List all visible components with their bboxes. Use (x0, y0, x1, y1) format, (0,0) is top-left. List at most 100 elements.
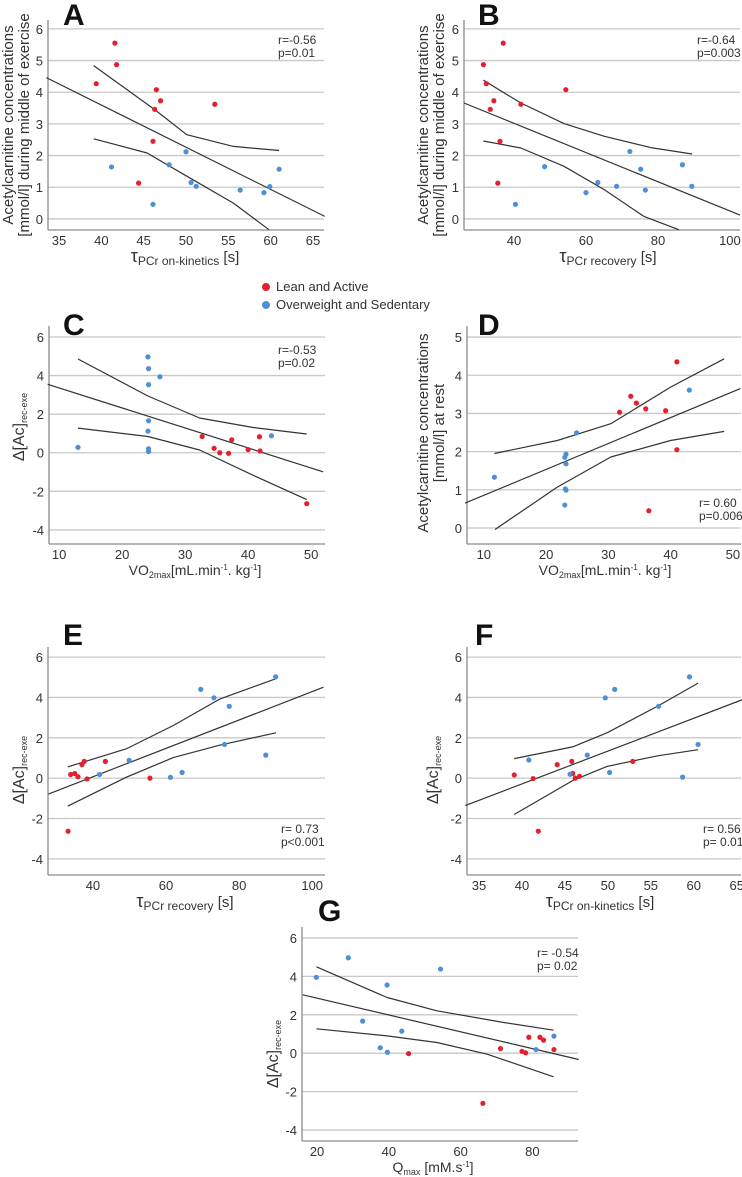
x-tick-label: 50 (726, 547, 740, 562)
x-axis-label-b: τPCr recovery [s] (559, 247, 656, 267)
x-tick-label: 60 (453, 1144, 467, 1159)
stats-a: r=-0.56 p=0.01 (278, 34, 316, 60)
p-value: p=0.01 (278, 46, 316, 60)
point-lean-active (304, 501, 310, 507)
point-lean-active (643, 406, 649, 412)
label-subscript: PCr on-kinetics (137, 254, 220, 268)
point-lean-active (158, 98, 164, 104)
label-subscript: rec-exe (19, 392, 29, 423)
label-text: VO (538, 562, 559, 578)
y-tick-label: 4 (36, 85, 43, 100)
point-lean-active (135, 180, 142, 186)
label-superscript: -1 (630, 563, 638, 572)
y-tick-label: 2 (290, 1008, 297, 1023)
point-overweight-sedentary (638, 166, 644, 172)
point-overweight-sedentary (188, 179, 194, 186)
y-tick-label: -4 (32, 523, 44, 538)
ci-lower-curve (483, 140, 680, 231)
x-tick-label: 60 (263, 233, 277, 248)
point-lean-active (518, 101, 524, 107)
point-overweight-sedentary (437, 966, 444, 972)
point-overweight-sedentary (167, 774, 174, 780)
y-tick-label: -2 (450, 812, 462, 827)
y-tick-label: 2 (452, 149, 459, 164)
point-overweight-sedentary (655, 703, 662, 709)
point-overweight-sedentary (267, 184, 273, 190)
y-tick-label: 4 (37, 369, 44, 384)
y-axis-label-e: Δ[Ac]rec-exe (11, 736, 29, 804)
panel-letter-b: B (478, 0, 500, 32)
x-tick-label: 60 (159, 878, 173, 893)
r-value: r= 0.60 (699, 496, 737, 510)
panel-letter-d: D (478, 309, 500, 342)
x-tick-label: 80 (232, 878, 246, 893)
point-lean-active (630, 758, 636, 765)
point-overweight-sedentary (686, 387, 692, 393)
x-axis-label-f: τPCr on-kinetics [s] (546, 892, 655, 912)
x-tick-label: 100 (719, 233, 741, 248)
ci-lower-curve (513, 749, 699, 816)
point-overweight-sedentary (526, 757, 532, 763)
ci-lower-curve (494, 430, 725, 530)
point-overweight-sedentary (377, 1045, 383, 1051)
x-tick-label: 35 (472, 878, 486, 893)
regression-line (465, 699, 742, 807)
legend-label-overweight: Overweight and Sedentary (276, 297, 430, 312)
point-lean-active (633, 400, 639, 406)
regression-line (46, 77, 326, 217)
x-tick-label: 65 (729, 878, 742, 893)
panel-b: 0 1 2 3 4 5 6 40 60 80 100 (452, 20, 741, 248)
label-text: [s] (213, 894, 234, 911)
y-tick-label: -2 (32, 484, 44, 499)
x-tick-label: 35 (52, 233, 66, 248)
ci-upper-curve (514, 682, 699, 760)
x-tick-label: 60 (687, 878, 701, 893)
point-overweight-sedentary (533, 1046, 539, 1053)
y-tick-label: 3 (36, 117, 43, 132)
p-value: p= 0.02 (537, 959, 578, 973)
point-lean-active (199, 433, 205, 440)
y-tick-label: 5 (36, 54, 43, 69)
y-tick-label: 3 (452, 117, 459, 132)
point-lean-active (245, 447, 251, 453)
p-value: p<0.001 (281, 835, 325, 849)
point-lean-active (535, 828, 541, 834)
point-overweight-sedentary (183, 149, 189, 155)
label-text: Q (392, 1159, 404, 1175)
point-overweight-sedentary (75, 444, 81, 450)
point-lean-active (72, 770, 78, 777)
x-tick-label: 40 (94, 233, 108, 248)
y-axis-label-line: Acetylcarnitine concentrations (0, 25, 17, 225)
label-text: [s] (634, 894, 655, 911)
label-superscript: -1 (220, 563, 228, 572)
legend-item-lean: Lean and Active (262, 279, 369, 294)
y-tick-label: 0 (37, 446, 44, 461)
point-lean-active (526, 1034, 532, 1040)
y-axis-label-f: Δ[Ac]rec-exe (425, 736, 443, 804)
r-value: r=-0.64 (697, 33, 736, 47)
y-tick-label: 4 (452, 85, 459, 100)
x-axis-label-d: VO2max[mL.min-1. kg-1] (538, 562, 672, 581)
ci-upper-curve (93, 65, 280, 152)
point-overweight-sedentary (157, 374, 163, 380)
x-tick-label: 55 (221, 233, 235, 248)
y-tick-label: 2 (455, 445, 462, 460)
point-overweight-sedentary (150, 201, 156, 207)
label-text: [s] (219, 249, 240, 266)
x-axis-label-g: Qmax [mM.s-1] (393, 1160, 474, 1177)
point-overweight-sedentary (237, 187, 243, 193)
label-text: . kg (227, 562, 251, 578)
y-axis-label-c: Δ[Ac]rec-exe (11, 393, 29, 461)
point-lean-active (225, 450, 232, 456)
point-lean-active (211, 445, 217, 451)
y-axis-label-line: [mmol/l] at rest (431, 383, 448, 483)
point-overweight-sedentary (642, 187, 648, 193)
point-overweight-sedentary (567, 771, 573, 777)
point-overweight-sedentary (126, 757, 132, 763)
point-overweight-sedentary (384, 1049, 391, 1055)
point-lean-active (537, 1034, 543, 1040)
r-value: r=-0.53 (278, 343, 317, 357)
x-tick-label: 65 (306, 233, 320, 248)
label-subscript: max (403, 1167, 421, 1177)
x-tick-label: 45 (558, 878, 572, 893)
